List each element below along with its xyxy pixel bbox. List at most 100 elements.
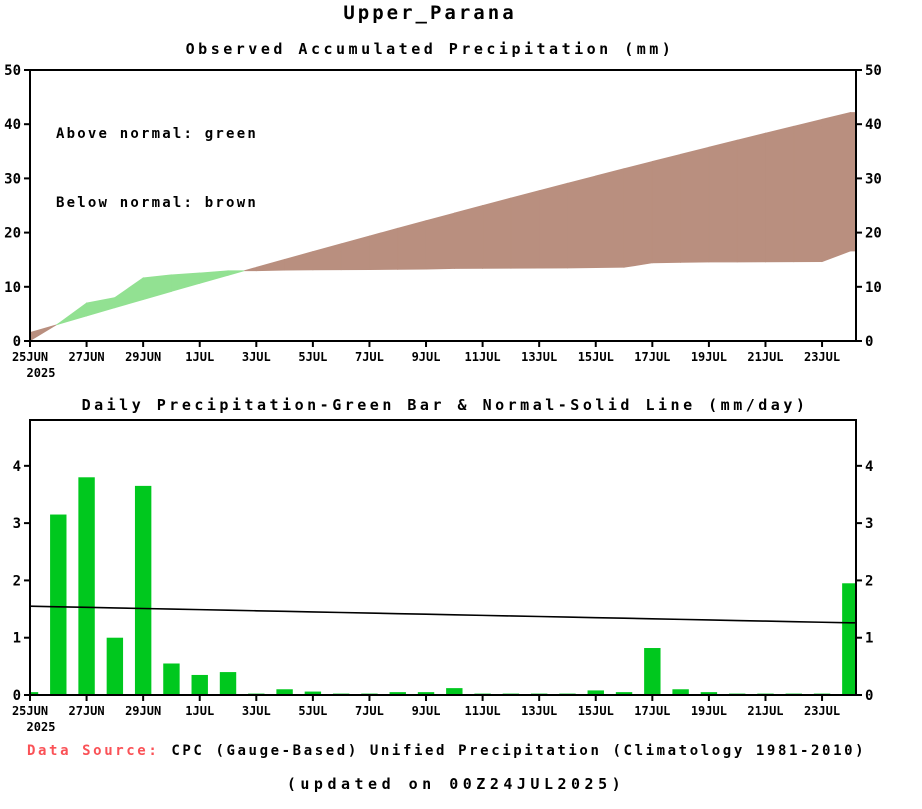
daily-precip-bar <box>672 689 689 695</box>
daily-precip-bar <box>446 688 463 695</box>
y-tick-label: 0 <box>865 334 873 350</box>
daily-precip-bar <box>842 583 856 695</box>
daily-precip-bar <box>50 514 67 695</box>
data-source-line: Data Source: CPC (Gauge-Based) Unified Pr… <box>27 743 866 759</box>
legend: Above normal: green Below normal: brown <box>56 77 258 261</box>
y-tick-label: 0 <box>13 334 21 350</box>
daily-precip-bar <box>304 691 322 695</box>
page-title: Upper_Parana <box>343 2 517 24</box>
daily-chart-title: Daily Precipitation-Green Bar & Normal-S… <box>81 396 809 414</box>
x-tick-label: 15JUL <box>578 350 614 364</box>
accum-band-segment <box>171 272 201 292</box>
accum-band-segment <box>453 205 484 269</box>
daily-precip-bar <box>389 692 406 695</box>
daily-precip-bar <box>276 689 293 695</box>
accum-band-segment <box>765 125 795 263</box>
daily-precip-bar <box>191 674 208 695</box>
x-tick-label: 9JUL <box>412 350 441 364</box>
accum-band-segment <box>227 270 245 276</box>
accum-band-segment <box>482 197 512 269</box>
daily-precip-bar <box>417 692 435 695</box>
accum-band-segment <box>849 112 856 252</box>
y-tick-label: 50 <box>4 63 21 79</box>
y-tick-label: 10 <box>865 280 882 296</box>
x-tick-label: 29JUN <box>125 704 161 718</box>
accum-band-segment <box>623 160 653 268</box>
x-tick-label: 5JUL <box>298 350 327 364</box>
axis-box <box>29 419 857 696</box>
y-tick-label: 1 <box>13 631 21 647</box>
x-tick-label: 17JUL <box>634 350 670 364</box>
y-tick-label: 20 <box>4 226 21 242</box>
x-tick-label: 17JUL <box>634 704 670 718</box>
accum-band-segment <box>510 190 540 269</box>
x-tick-label: 19JUL <box>691 704 727 718</box>
y-tick-label: 0 <box>865 688 873 704</box>
y-tick-label: 4 <box>865 459 873 475</box>
x-tick-label: 15JUL <box>578 704 614 718</box>
accum-band-segment <box>425 212 455 270</box>
x-tick-label: 23JUL <box>804 704 840 718</box>
y-tick-label: 40 <box>4 117 21 133</box>
accumulated-precip-panel: 0 0 10 10 20 20 30 30 40 40 50 50 25JUN 27JUN 29JUN 1JU… <box>4 63 882 380</box>
daily-precip-bar <box>163 663 180 695</box>
x-tick-label: 25JUN <box>12 350 48 364</box>
x-tick-label: 21JUL <box>747 350 783 364</box>
accum-band-segment <box>595 168 625 268</box>
y-tick-label: 3 <box>13 516 21 532</box>
x-tick-label: 27JUN <box>69 350 105 364</box>
updated-timestamp: (updated on 00Z24JUL2025) <box>286 775 626 793</box>
accum-band-segment <box>793 118 823 263</box>
normal-daily-line <box>30 605 856 624</box>
data-source-text: CPC (Gauge-Based) Unified Precipitation … <box>171 743 867 759</box>
accum-band-segment <box>680 146 710 263</box>
axis-box <box>29 69 857 342</box>
y-tick-label: 0 <box>13 688 21 704</box>
y-tick-label: 50 <box>865 63 882 79</box>
data-source-label: Data Source: <box>27 743 160 759</box>
x-tick-label: 19JUL <box>691 350 727 364</box>
x-tick-label: 21JUL <box>747 704 783 718</box>
y-tick-label: 4 <box>13 459 21 475</box>
accum-band-segment <box>142 274 172 301</box>
x-tick-label: 13JUL <box>521 350 557 364</box>
x-tick-label: 11JUL <box>465 350 501 364</box>
y-tick-label: 2 <box>13 573 21 589</box>
x-tick-label: 3JUL <box>242 350 271 364</box>
y-tick-label: 1 <box>865 631 873 647</box>
daily-precip-bar <box>106 637 124 695</box>
x-tick-label: 29JUN <box>125 350 161 364</box>
daily-precip-bar <box>644 648 661 695</box>
x-tick-label: 23JUL <box>804 350 840 364</box>
accum-band-segment <box>284 251 314 271</box>
x-tick-label: 1JUL <box>185 350 214 364</box>
daily-precip-bar <box>78 477 95 695</box>
daily-precip-bar <box>30 692 39 695</box>
accum-band-segment <box>30 324 57 341</box>
daily-precip-bar <box>615 692 633 695</box>
accum-band-segment <box>821 112 851 263</box>
accumulated-chart-title: Observed Accumulated Precipitation (mm) <box>185 40 675 58</box>
y-tick-label: 40 <box>865 117 882 133</box>
accum-band-segment <box>397 220 427 270</box>
accum-band-segment <box>340 235 370 271</box>
accum-band-segment <box>736 132 766 263</box>
accum-band-segment <box>651 153 682 264</box>
x-tick-label: 11JUL <box>465 704 501 718</box>
daily-precip-bar <box>587 690 604 695</box>
accum-band-segment <box>255 258 285 272</box>
legend-below-normal: Below normal: brown <box>56 195 258 211</box>
y-tick-label: 10 <box>4 280 21 296</box>
y-tick-label: 30 <box>4 171 21 187</box>
x-tick-label: 1JUL <box>185 704 214 718</box>
daily-precip-panel: 0 0 1 1 2 2 3 3 4 4 25JUN 27JUN 29JUN 1JUL 3JUL 5JUL 7JU… <box>12 419 873 734</box>
x-tick-label: 3JUL <box>242 704 271 718</box>
x-tick-label: 9JUL <box>412 704 441 718</box>
accum-band-segment <box>57 302 87 325</box>
accum-band-segment <box>567 175 597 269</box>
accum-band-segment <box>244 266 257 272</box>
x-tick-label: 7JUL <box>355 704 384 718</box>
y-tick-label: 20 <box>865 226 882 242</box>
